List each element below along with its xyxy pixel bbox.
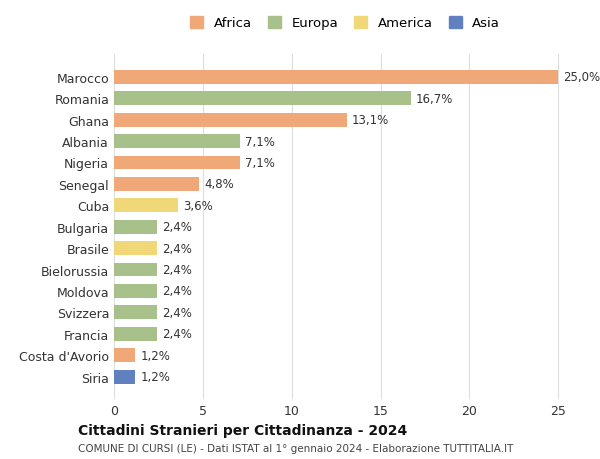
Bar: [114, 156, 240, 170]
Text: 13,1%: 13,1%: [352, 114, 389, 127]
Text: 2,4%: 2,4%: [162, 285, 192, 298]
Text: 2,4%: 2,4%: [162, 306, 192, 319]
Text: 1,2%: 1,2%: [140, 349, 170, 362]
Text: 4,8%: 4,8%: [205, 178, 235, 191]
Text: Cittadini Stranieri per Cittadinanza - 2024: Cittadini Stranieri per Cittadinanza - 2…: [78, 423, 407, 437]
Text: 1,2%: 1,2%: [140, 370, 170, 383]
Bar: [114, 199, 178, 213]
Text: 2,4%: 2,4%: [162, 328, 192, 341]
Bar: [114, 306, 157, 319]
Text: COMUNE DI CURSI (LE) - Dati ISTAT al 1° gennaio 2024 - Elaborazione TUTTITALIA.I: COMUNE DI CURSI (LE) - Dati ISTAT al 1° …: [78, 443, 514, 453]
Bar: [114, 178, 199, 191]
Bar: [114, 263, 157, 277]
Text: 25,0%: 25,0%: [563, 71, 600, 84]
Bar: [114, 284, 157, 298]
Text: 2,4%: 2,4%: [162, 263, 192, 276]
Bar: [114, 220, 157, 234]
Text: 2,4%: 2,4%: [162, 242, 192, 255]
Text: 3,6%: 3,6%: [184, 199, 213, 213]
Bar: [114, 370, 136, 384]
Legend: Africa, Europa, America, Asia: Africa, Europa, America, Asia: [190, 17, 500, 30]
Bar: [114, 348, 136, 362]
Text: 16,7%: 16,7%: [416, 93, 454, 106]
Bar: [114, 113, 347, 127]
Bar: [114, 241, 157, 256]
Text: 2,4%: 2,4%: [162, 221, 192, 234]
Bar: [114, 92, 411, 106]
Text: 7,1%: 7,1%: [245, 157, 275, 170]
Text: 7,1%: 7,1%: [245, 135, 275, 148]
Bar: [114, 71, 558, 84]
Bar: [114, 135, 240, 149]
Bar: [114, 327, 157, 341]
